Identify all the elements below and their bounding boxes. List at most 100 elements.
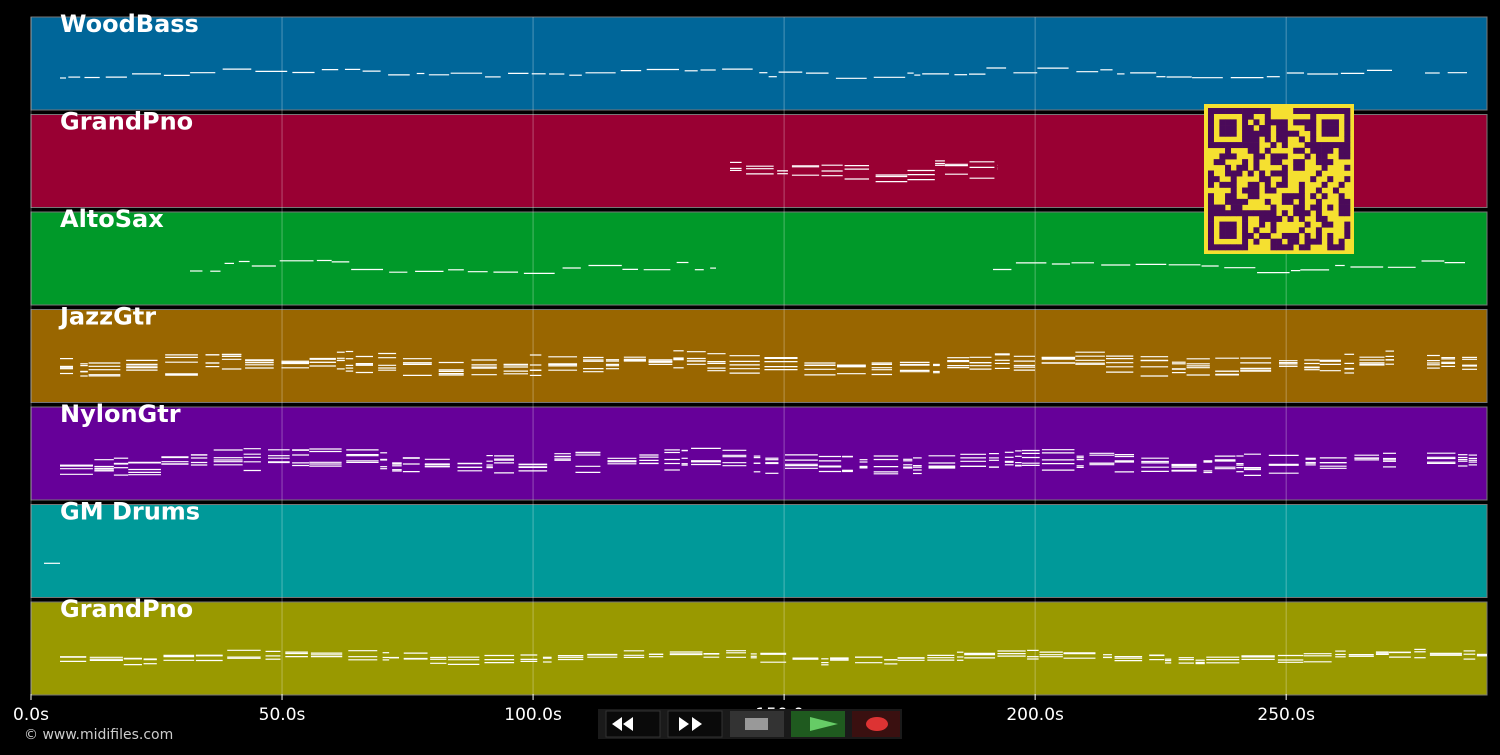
- qr-cell: [1304, 153, 1311, 160]
- qr-cell: [1344, 119, 1351, 126]
- qr-cell: [1242, 227, 1249, 234]
- qr-cell: [1219, 227, 1226, 234]
- qr-cell: [1270, 119, 1277, 126]
- qr-cell: [1276, 181, 1283, 188]
- qr-cell: [1287, 130, 1294, 137]
- qr-cell: [1219, 244, 1226, 251]
- qr-cell: [1287, 215, 1294, 222]
- qr-cell: [1230, 244, 1237, 251]
- qr-cell: [1332, 142, 1339, 149]
- qr-cell: [1321, 193, 1328, 200]
- qr-cell: [1298, 227, 1305, 234]
- rewind-button[interactable]: [605, 710, 661, 738]
- qr-cell: [1247, 147, 1254, 154]
- qr-cell: [1219, 153, 1226, 160]
- qr-cell: [1338, 153, 1345, 160]
- track-name: GrandPno: [60, 108, 193, 136]
- qr-cell: [1253, 153, 1260, 160]
- qr-cell: [1281, 119, 1288, 126]
- qr-cell: [1236, 142, 1243, 149]
- qr-cell: [1270, 159, 1277, 166]
- qr-cell: [1310, 113, 1317, 120]
- track-lane: [30, 406, 1488, 501]
- qr-cell: [1219, 130, 1226, 137]
- qr-cell: [1219, 119, 1226, 126]
- qr-cell: [1315, 142, 1322, 149]
- qr-cell: [1332, 119, 1339, 126]
- qr-cell: [1344, 176, 1351, 183]
- qr-cell: [1208, 198, 1214, 205]
- qr-cell: [1236, 164, 1243, 171]
- qr-cell: [1242, 159, 1249, 166]
- qr-cell: [1298, 159, 1305, 166]
- qr-cell: [1213, 204, 1220, 211]
- qr-cell: [1242, 119, 1249, 126]
- qr-cell: [1259, 176, 1266, 183]
- qr-cell: [1253, 238, 1260, 245]
- qr-cell: [1230, 227, 1237, 234]
- qr-cell: [1338, 142, 1345, 149]
- qr-cell: [1230, 198, 1237, 205]
- qr-cell: [1332, 108, 1339, 114]
- qr-cell: [1236, 210, 1243, 217]
- qr-cell: [1270, 170, 1277, 177]
- qr-cell: [1242, 232, 1249, 239]
- qr-cell: [1225, 244, 1232, 251]
- qr-cell: [1281, 210, 1288, 217]
- qr-cell: [1304, 238, 1311, 245]
- qr-cell: [1253, 187, 1260, 194]
- qr-cell: [1259, 130, 1266, 137]
- stop-button[interactable]: [730, 711, 784, 737]
- qr-cell: [1270, 244, 1277, 251]
- qr-cell: [1213, 108, 1220, 114]
- transport-controls: [598, 709, 902, 739]
- qr-cell: [1264, 210, 1271, 217]
- qr-cell: [1219, 210, 1226, 217]
- qr-cell: [1338, 238, 1345, 245]
- qr-cell: [1327, 244, 1334, 251]
- qr-cell: [1242, 164, 1249, 171]
- qr-cell: [1310, 130, 1317, 137]
- qr-cell: [1247, 125, 1254, 132]
- qr-cell: [1310, 238, 1317, 245]
- qr-cell: [1225, 232, 1232, 239]
- play-button[interactable]: [791, 711, 845, 737]
- qr-cell: [1219, 159, 1226, 166]
- qr-cell: [1230, 130, 1237, 137]
- record-button[interactable]: [852, 711, 900, 737]
- qr-cell: [1321, 125, 1328, 132]
- qr-cell: [1236, 108, 1243, 114]
- qr-cell: [1327, 204, 1334, 211]
- qr-cell: [1310, 176, 1317, 183]
- qr-cell: [1259, 125, 1266, 132]
- qr-cell: [1242, 142, 1249, 149]
- copyright: © www.midifiles.com: [24, 727, 173, 743]
- qr-cell: [1276, 244, 1283, 251]
- qr-cell: [1219, 204, 1226, 211]
- qr-cell: [1332, 244, 1339, 251]
- qr-cell: [1298, 119, 1305, 126]
- qr-cell: [1253, 210, 1260, 217]
- qr-cell: [1344, 204, 1351, 211]
- qr-cell: [1230, 232, 1237, 239]
- qr-cell: [1270, 227, 1277, 234]
- qr-cell: [1264, 198, 1271, 205]
- qr-cell: [1281, 176, 1288, 183]
- qr-cell: [1298, 147, 1305, 154]
- qr-cell: [1344, 113, 1351, 120]
- qr-cell: [1230, 142, 1237, 149]
- qr-cell: [1338, 210, 1345, 217]
- labels: WoodBass GrandPno AltoSax JazzGtr NylonGtr GM…: [58, 10, 200, 623]
- qr-cell: [1293, 193, 1300, 200]
- qr-cell: [1230, 204, 1237, 211]
- qr-cell: [1230, 119, 1237, 126]
- track-lane: [30, 16, 1488, 111]
- qr-cell: [1327, 142, 1334, 149]
- qr-cell: [1270, 238, 1277, 245]
- notes: [44, 67, 1487, 666]
- qr-cell: [1304, 142, 1311, 149]
- fast-forward-button[interactable]: [667, 710, 723, 738]
- qr-cell: [1247, 170, 1254, 177]
- qr-cell: [1321, 108, 1328, 114]
- qr-cell: [1281, 153, 1288, 160]
